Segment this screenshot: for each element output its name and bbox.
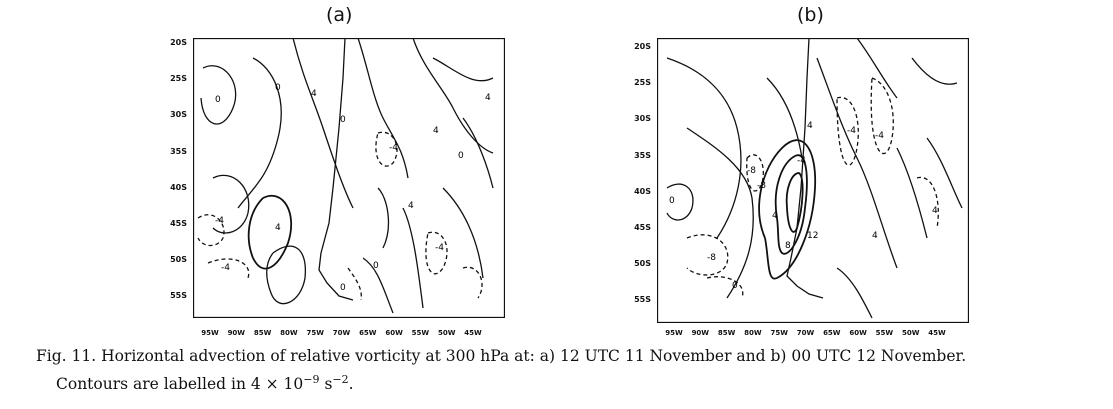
lon-tick-label: 90W [227, 329, 246, 337]
lat-tick-label: 35S [634, 150, 651, 160]
lon-tick-label: 85W [253, 329, 272, 337]
contour-label: -4 [221, 263, 230, 273]
contour-label: 0 [373, 261, 379, 271]
contour-label: 0 [215, 95, 221, 105]
caption-line-1: Fig. 11. Horizontal advection of relativ… [36, 347, 967, 365]
contour-label: 4 [311, 89, 317, 99]
lat-tick-label: 40S [634, 186, 651, 196]
contour-label: 0 [669, 196, 675, 206]
caption-line-2: Contours are labelled in 4 × 10−9 s−2. [56, 373, 354, 394]
contour-label: 0 [340, 283, 346, 293]
lon-tick-label: 45W [928, 329, 946, 337]
contour-label: 4 [408, 201, 414, 211]
contour-label: 12 [807, 231, 818, 241]
contour-label: 0 [340, 115, 346, 125]
contour-label: 0 [732, 281, 738, 291]
contour-label: 4 [872, 231, 878, 241]
lat-tick-label: 55S [634, 295, 651, 305]
lat-tick-label: 25S [170, 74, 187, 84]
contour-label: -4 [797, 156, 806, 166]
panel-a-contour-map: 0 0 4 0 4 -4 4 -4 0 4 0 -4 -4 0 4 [193, 38, 505, 318]
lon-tick-label: 80W [744, 329, 762, 337]
lon-tick-label: 75W [306, 329, 324, 337]
lat-tick-label: 45S [170, 219, 187, 228]
lon-tick-label: 65W [823, 329, 841, 337]
contour-label: -8 [707, 253, 716, 263]
contour-label: 8 [785, 241, 791, 251]
lon-tick-label: 45W [464, 329, 482, 337]
lat-tick-label: 35S [170, 146, 187, 156]
contour-label: 0 [458, 151, 464, 161]
lat-tick-label: 50S [170, 255, 187, 265]
lat-tick-label: 20S [634, 42, 651, 51]
lon-tick-label: 95W [665, 329, 683, 337]
contour-label: 4 [807, 121, 813, 131]
contour-label: 4 [275, 223, 281, 233]
contour-label: 4 [485, 93, 491, 103]
contour-label: -8 [757, 181, 766, 191]
contour-label: -4 [389, 143, 398, 153]
contour-label: 4 [433, 126, 439, 136]
contour-label: 0 [275, 83, 281, 93]
lat-tick-label: 30S [634, 114, 651, 124]
lon-tick-label: 55W [875, 329, 894, 337]
contour-label: 4 [932, 206, 938, 216]
contour-label: -4 [215, 216, 224, 226]
caption-math: 4 × 10−9 s−2 [250, 373, 349, 394]
contour-label: -4 [875, 131, 884, 141]
lon-tick-label: 75W [770, 329, 788, 337]
figure-caption: Fig. 11. Horizontal advection of relativ… [36, 345, 1106, 396]
lon-tick-label: 70W [796, 329, 815, 337]
lon-tick-label: 60W [849, 329, 867, 337]
lon-tick-label: 65W [359, 329, 377, 337]
contour-label: 4 [772, 211, 778, 221]
lat-tick-label: 50S [634, 259, 651, 269]
lat-tick-label: 20S [170, 38, 187, 47]
lat-tick-label: 55S [170, 291, 187, 301]
lon-tick-label: 85W [717, 329, 736, 337]
lon-tick-label: 50W [437, 329, 456, 337]
panel-b-label: (b) [797, 4, 824, 26]
panel-b-contour-map: 0 -4 4 -8 4 12 -8 8 -4 4 0 4 -4 -8 [657, 38, 969, 323]
lon-tick-label: 55W [411, 329, 430, 337]
lon-tick-label: 50W [901, 329, 920, 337]
lat-tick-label: 45S [634, 223, 651, 232]
lat-tick-label: 30S [170, 110, 187, 120]
lon-tick-label: 60W [385, 329, 403, 337]
lat-tick-label: 40S [170, 182, 187, 192]
lon-tick-label: 80W [280, 329, 298, 337]
contour-label: -8 [747, 166, 756, 176]
contour-label: -4 [435, 243, 444, 253]
lon-tick-label: 90W [691, 329, 710, 337]
panel-a-label: (a) [326, 4, 353, 26]
lon-tick-label: 95W [201, 329, 219, 337]
contour-label: -4 [847, 126, 856, 136]
lat-tick-label: 25S [634, 78, 651, 88]
lon-tick-label: 70W [332, 329, 351, 337]
